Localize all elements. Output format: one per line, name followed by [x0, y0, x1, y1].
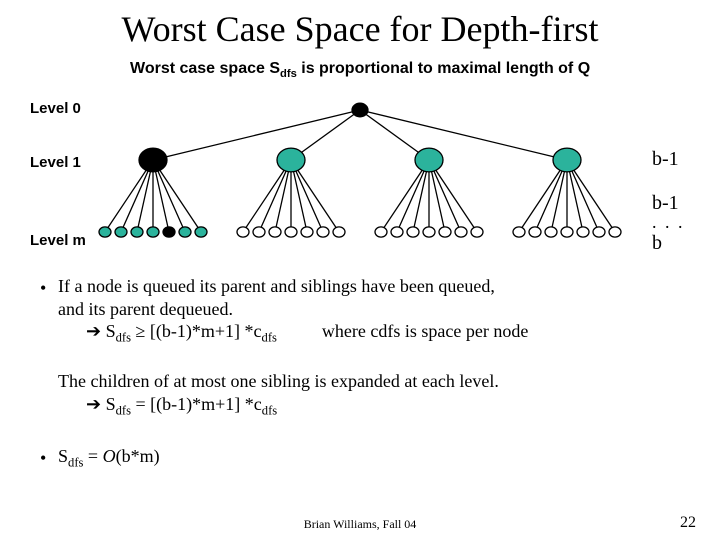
p1f-post: where cdfs is space per node [277, 321, 528, 341]
p2-formula: ➔ Sdfs = [(b-1)*m+1] *cdfs [58, 394, 277, 414]
p3f-post: (b*m) [116, 446, 160, 466]
p2f-mid: = [(b-1)*m+1] *c [131, 394, 262, 414]
arrow-icon: ➔ [86, 394, 101, 414]
arrow-icon: ➔ [86, 321, 101, 341]
p2f-sub2: dfs [262, 403, 277, 417]
footer-text: Brian Williams, Fall 04 [0, 517, 720, 532]
tree-diagram [0, 0, 720, 260]
page-number: 22 [680, 514, 696, 532]
bullet-3: • Sdfs = O(b*m) [58, 445, 678, 471]
p1f-sub2: dfs [262, 331, 277, 345]
bullet-1: • If a node is queued its parent and sib… [58, 275, 678, 346]
p3f-o: O [103, 446, 116, 466]
p1-line2: and its parent dequeued. [58, 299, 233, 319]
paragraph-2: The children of at most one sibling is e… [58, 370, 678, 419]
p3f-sub: dfs [68, 456, 83, 470]
bullet-dot-icon: • [40, 447, 46, 470]
p1f-sub: dfs [116, 331, 131, 345]
p2-line1: The children of at most one sibling is e… [58, 371, 499, 391]
bullet-dot-icon: • [40, 277, 46, 300]
p2f-pre: S [106, 394, 116, 414]
p1-line1: If a node is queued its parent and sibli… [58, 276, 495, 296]
p3f-mid: = [83, 446, 102, 466]
p1f-pre: S [106, 321, 116, 341]
p2f-sub: dfs [116, 403, 131, 417]
p1f-mid: ≥ [(b-1)*m+1] *c [131, 321, 262, 341]
p3f-pre: S [58, 446, 68, 466]
p1-formula: ➔ Sdfs ≥ [(b-1)*m+1] *cdfs where cdfs is… [58, 321, 528, 341]
